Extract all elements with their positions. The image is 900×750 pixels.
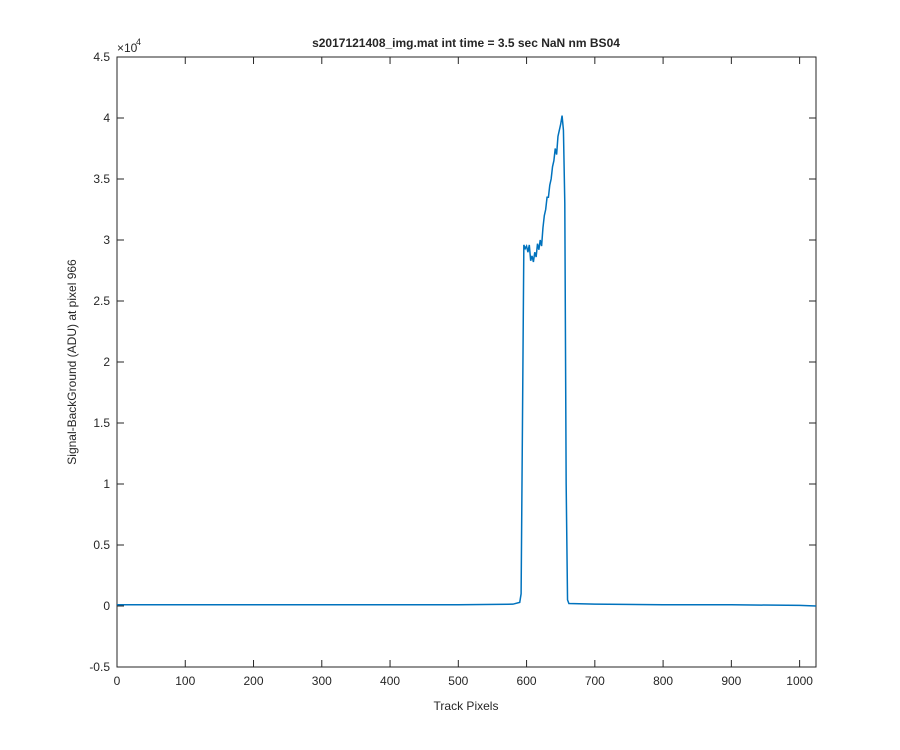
chart-title: s2017121408_img.mat int time = 3.5 sec N… — [312, 36, 620, 50]
y-exponent-base: ×10 — [117, 41, 138, 55]
x-tick-label: 0 — [114, 674, 121, 688]
y-tick-label: 0 — [103, 599, 110, 613]
y-tick-label: 3.5 — [93, 172, 110, 186]
x-tick-label: 200 — [244, 674, 264, 688]
y-tick-label: 4 — [103, 111, 110, 125]
y-tick-label: 3 — [103, 233, 110, 247]
x-tick-label: 300 — [312, 674, 332, 688]
x-tick-label: 700 — [585, 674, 605, 688]
y-tick-label: 2 — [103, 355, 110, 369]
x-tick-label: 800 — [653, 674, 673, 688]
x-axis-label: Track Pixels — [434, 699, 499, 713]
x-tick-label: 500 — [448, 674, 468, 688]
y-tick-label: 1 — [103, 477, 110, 491]
x-tick-label: 900 — [721, 674, 741, 688]
data-line — [117, 115, 817, 607]
x-tick-label: 100 — [175, 674, 195, 688]
x-tick-label: 1000 — [786, 674, 813, 688]
y-tick-label: 2.5 — [93, 294, 110, 308]
x-tick-label: 400 — [380, 674, 400, 688]
y-axis-label: Signal-BackGround (ADU) at pixel 966 — [65, 259, 79, 465]
y-tick-label: 4.5 — [93, 50, 110, 64]
y-exponent: 4 — [136, 37, 141, 47]
y-tick-label: 1.5 — [93, 416, 110, 430]
y-tick-label: -0.5 — [89, 660, 110, 674]
plot-area — [116, 56, 817, 668]
y-tick-label: 0.5 — [93, 538, 110, 552]
x-tick-label: 600 — [517, 674, 537, 688]
